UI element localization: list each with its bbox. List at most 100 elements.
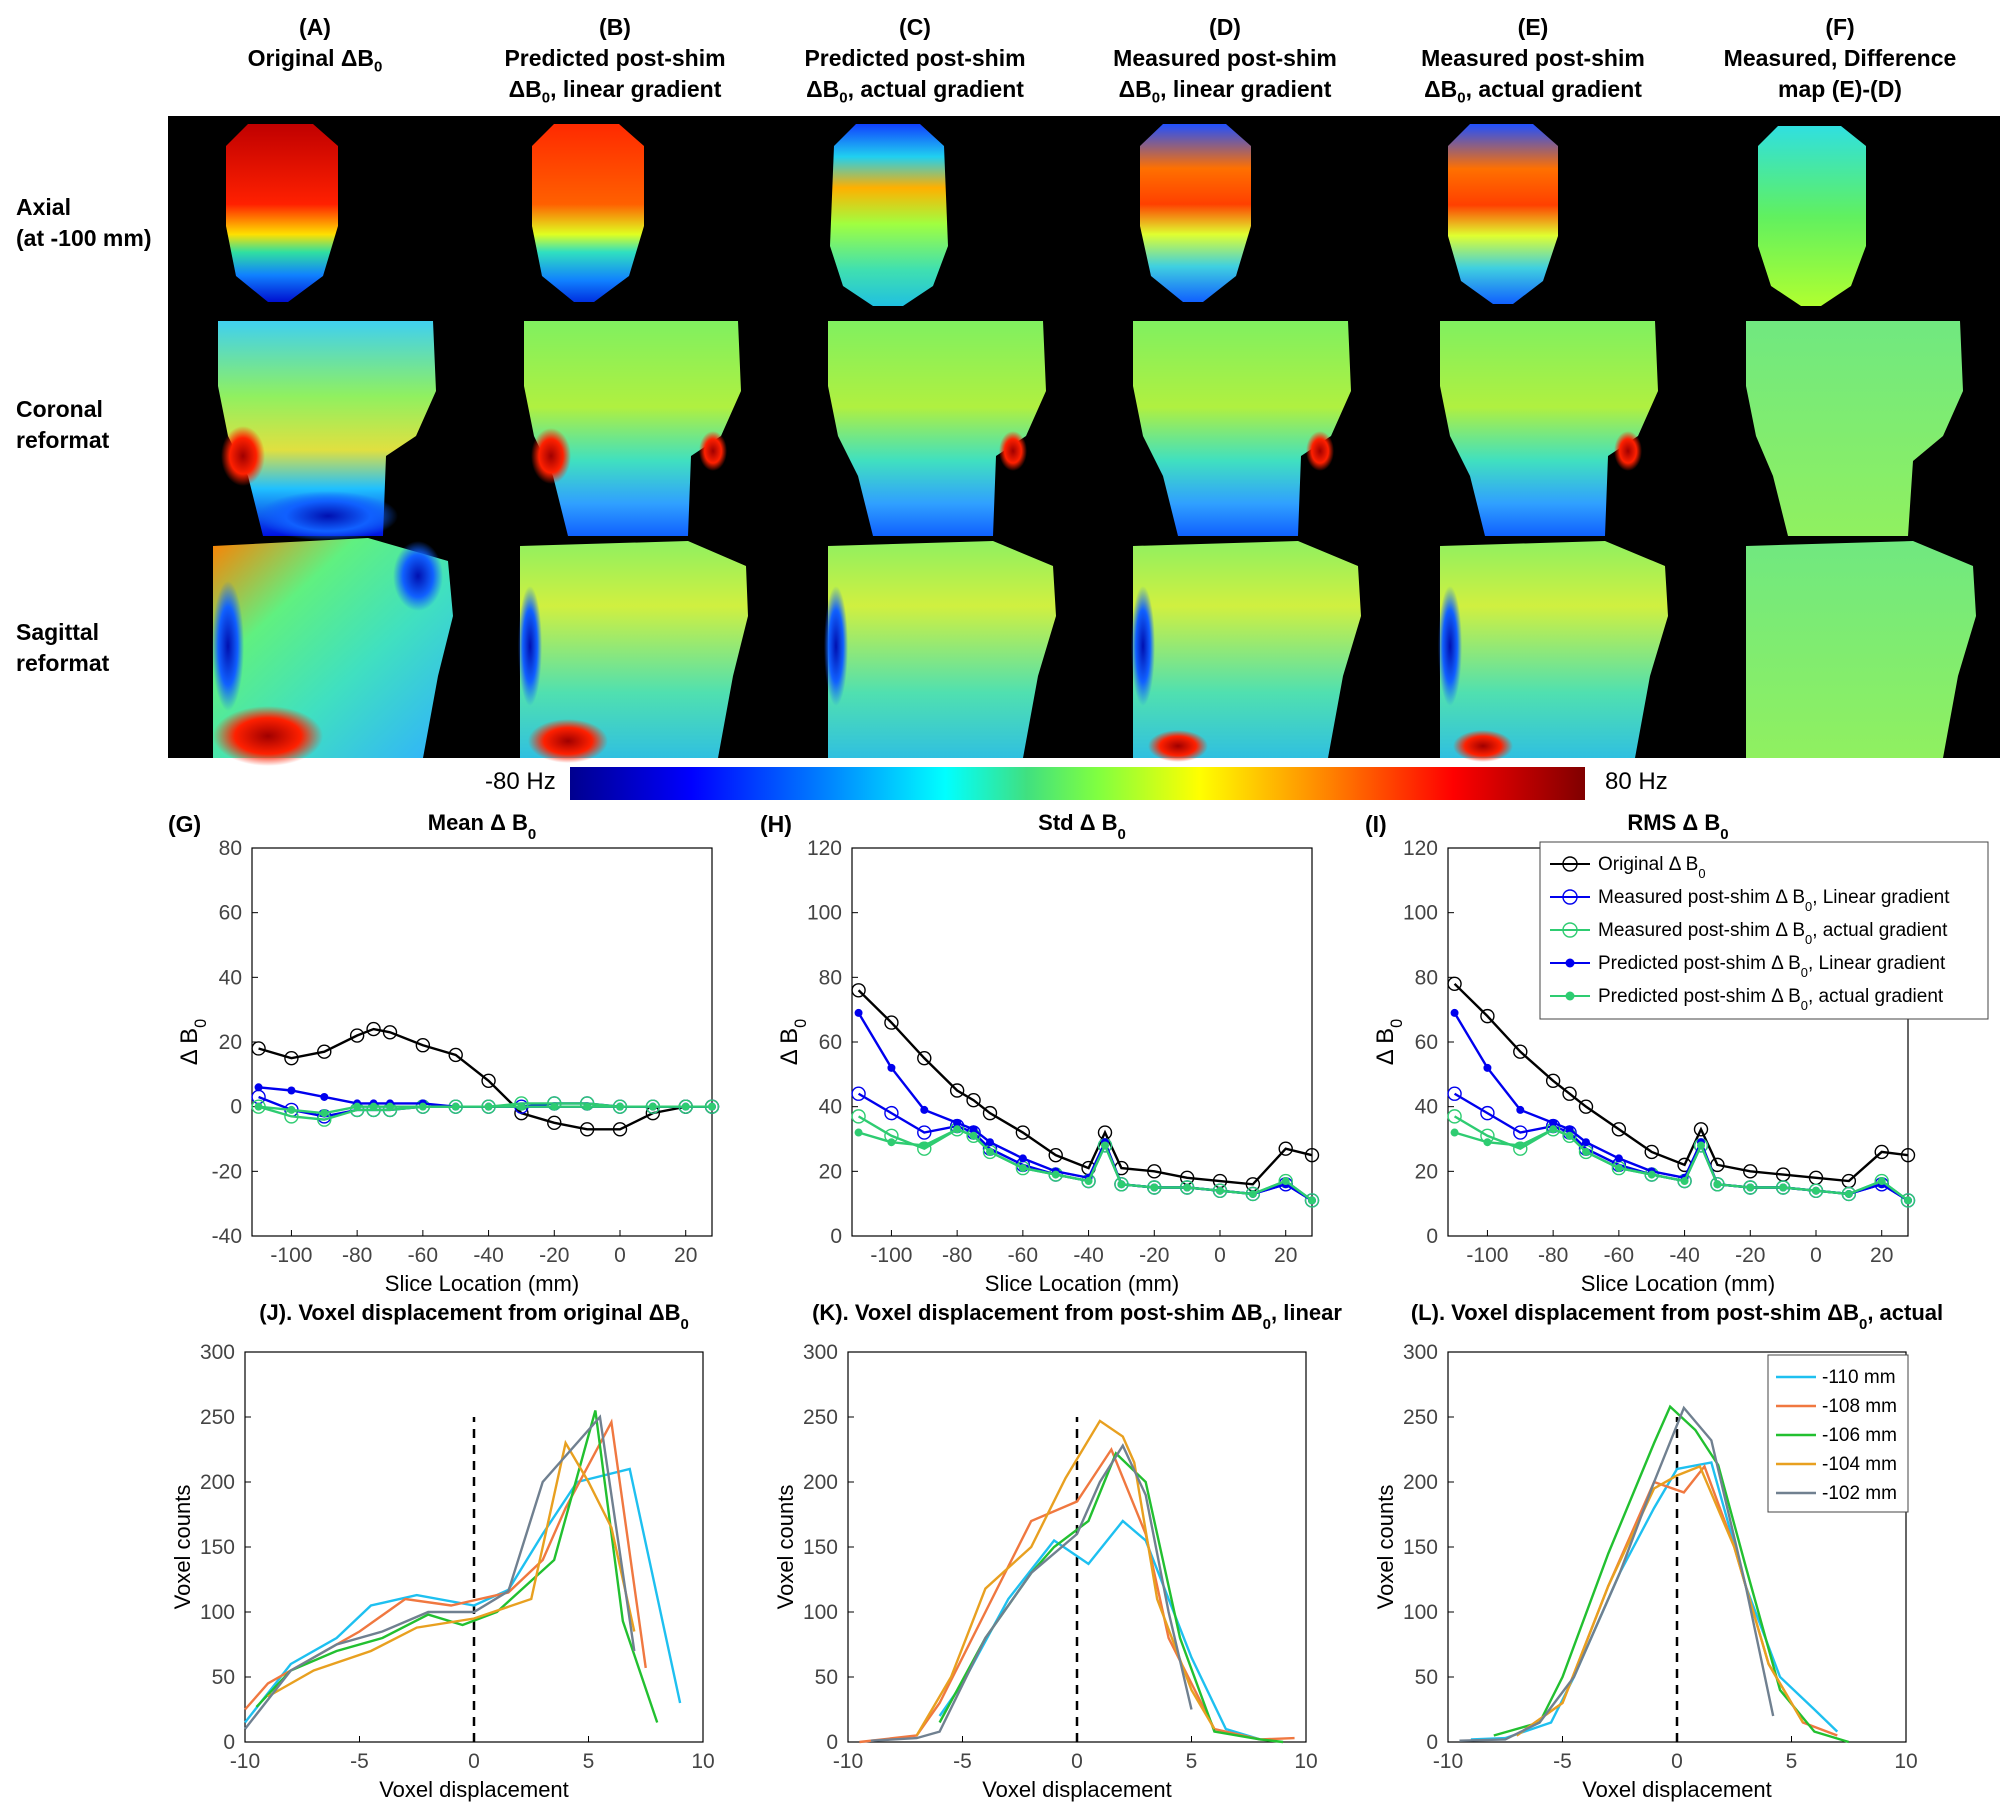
y-axis-label-group: Δ B0 [176, 1019, 210, 1065]
data-point-filled [648, 1102, 657, 1111]
column-header-e: (E) Measured post-shim ΔB0, actual gradi… [1383, 12, 1683, 114]
coronal-map-a [218, 321, 436, 541]
chart-title: Mean Δ B0 [428, 810, 537, 843]
data-point-open [579, 1122, 595, 1137]
data-point-filled [287, 1105, 296, 1114]
coronal-map-e [1440, 321, 1658, 536]
column-header-b: (B) Predicted post-shim ΔB0, linear grad… [465, 12, 765, 114]
data-point-open [366, 1021, 381, 1037]
axial-map-f [1758, 126, 1866, 306]
axial-map-e [1448, 124, 1558, 304]
column-title-rest: , actual gradient [1465, 76, 1642, 102]
sagittal-map-c [824, 541, 1056, 758]
data-point-open [415, 1038, 431, 1053]
x-tick-label: -20 [539, 1244, 569, 1267]
y-tick-label: 80 [219, 837, 242, 860]
data-point-open [481, 1073, 496, 1089]
x-tick-label: -60 [408, 1244, 438, 1267]
data-point-filled [517, 1102, 526, 1111]
data-point-open [448, 1047, 463, 1063]
data-point-filled [353, 1102, 362, 1111]
colorbar-max-label: 80 Hz [1605, 768, 1668, 795]
column-letter: (A) [299, 14, 331, 40]
y-tick-label: 40 [219, 966, 242, 989]
data-point-filled [418, 1102, 427, 1111]
y-tick-label: -40 [212, 1225, 242, 1248]
column-title-line2: ΔB [508, 76, 542, 102]
column-title-line2: map (E)-(D) [1778, 76, 1902, 102]
column-title-rest: , linear gradient [1160, 76, 1332, 102]
y-tick-label: -20 [212, 1160, 242, 1183]
sagittal-map-a [212, 538, 453, 766]
axial-map-d [1140, 124, 1251, 302]
x-tick-label: -40 [473, 1244, 503, 1267]
data-point-open [612, 1122, 628, 1137]
colorbar-min-label: -80 Hz [485, 768, 556, 795]
series-line [258, 1105, 712, 1115]
data-point-open [284, 1050, 299, 1066]
b0-map-image-panel [168, 116, 2000, 766]
sagittal-map-d [1131, 541, 1361, 762]
y-axis-label: Δ B0 [176, 1019, 210, 1065]
data-point-filled [550, 1102, 559, 1111]
column-letter: (D) [1209, 14, 1241, 40]
b0-map-grid [212, 124, 1976, 766]
data-point-open [251, 1041, 266, 1056]
y-tick-label: 60 [219, 902, 242, 925]
sagittal-map-f [1746, 541, 1976, 758]
column-title-line1: Measured post-shim [1421, 45, 1645, 71]
column-header-c: (C) Predicted post-shim ΔB0, actual grad… [765, 12, 1065, 114]
data-point-filled [386, 1102, 394, 1111]
row-header-coronal: Coronal reformat [16, 394, 109, 456]
column-letter: (F) [1825, 14, 1855, 40]
column-title-line1: Measured post-shim [1113, 45, 1337, 71]
data-point-filled [320, 1109, 329, 1118]
column-header-a: (A) Original ΔB0 [165, 12, 465, 83]
x-tick-label: 0 [614, 1244, 626, 1267]
colorbar [570, 767, 1585, 800]
coronal-map-d [1133, 321, 1351, 536]
row-title-line1: Sagittal [16, 619, 100, 645]
row-title-line2: reformat [16, 650, 110, 676]
data-point-filled [708, 1102, 716, 1111]
data-point-filled [616, 1102, 624, 1111]
y-tick-label: 0 [230, 1096, 242, 1119]
column-letter: (B) [599, 14, 631, 40]
column-title-sub: 0 [541, 89, 551, 107]
axial-map-c [830, 124, 948, 306]
column-title-line2: ΔB [806, 76, 840, 102]
data-point-filled [287, 1086, 296, 1095]
data-point-filled [254, 1102, 263, 1111]
column-title-line2: ΔB [1118, 76, 1152, 102]
data-point-filled [484, 1102, 493, 1111]
data-point-filled [369, 1102, 378, 1111]
axial-map-b [532, 124, 644, 302]
column-title-line1: Predicted post-shim [504, 45, 726, 71]
column-title-line2: ΔB [1424, 76, 1458, 102]
data-point-open [317, 1044, 332, 1059]
x-tick-label: -100 [270, 1244, 312, 1267]
column-title-sub: 0 [1151, 89, 1161, 107]
panel-label: (G) [168, 811, 201, 837]
data-point-filled [681, 1102, 690, 1111]
y-tick-label: 20 [219, 1031, 242, 1054]
plot-frame [251, 847, 713, 1237]
column-letter: (E) [1517, 14, 1549, 40]
column-title-line1: Measured, Difference [1723, 45, 1957, 71]
column-title-rest: , actual gradient [847, 76, 1024, 102]
data-point-filled [451, 1102, 460, 1111]
coronal-map-c [828, 321, 1046, 536]
sagittal-map-b [518, 541, 748, 763]
row-title-line2: reformat [16, 427, 110, 453]
column-title-line1: Original ΔB [247, 45, 375, 71]
column-header-f: (F) Measured, Difference map (E)-(D) [1690, 12, 1990, 105]
column-title-sub: 0 [1457, 89, 1466, 107]
column-title-line1: Predicted post-shim [804, 45, 1026, 71]
data-point-open [547, 1115, 562, 1131]
data-point-filled [254, 1083, 263, 1092]
column-title-rest: , linear gradient [550, 76, 722, 102]
x-tick-label: 20 [674, 1244, 697, 1267]
column-header-d: (D) Measured post-shim ΔB0, linear gradi… [1075, 12, 1375, 114]
data-point-filled [583, 1102, 592, 1111]
row-title-line2: (at -100 mm) [16, 225, 152, 251]
